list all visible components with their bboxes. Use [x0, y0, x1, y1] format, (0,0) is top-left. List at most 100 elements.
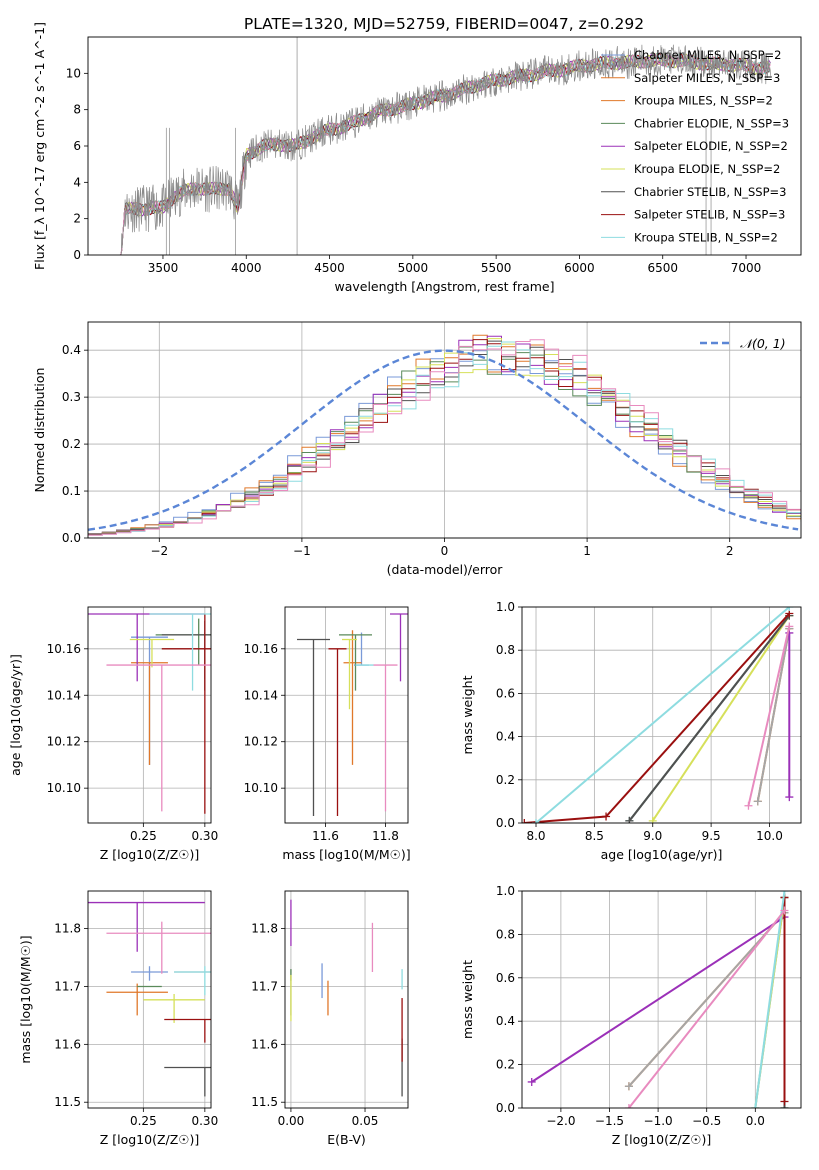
- y-tick-label: 10.14: [244, 688, 278, 702]
- y-tick-label: 10.12: [47, 735, 81, 749]
- mass-weight-marker: [744, 801, 753, 810]
- axes: 0.00 0.05 11.5 11.6 11.7 11.8 E(B-V): [251, 890, 409, 1147]
- axes-frame: [284, 606, 409, 824]
- mass-weight-line: [756, 628, 791, 802]
- legend-label: Chabrier ELODIE, N_SSP=3: [634, 116, 789, 130]
- y-tick-label: 0.2: [496, 1058, 515, 1072]
- x-tick-label: 2: [726, 544, 734, 558]
- age-vs-mass-panel: 11.6 11.8 10.10 10.12 10.14 10.16 mass [log10(…: [244, 606, 411, 862]
- mass-weight-line: [747, 626, 791, 806]
- axes-frame: [521, 890, 802, 1109]
- y-tick-label: 11.6: [251, 1037, 278, 1051]
- plot-area: [119, 37, 772, 255]
- x-tick-label: 10.0: [756, 829, 783, 843]
- y-tick-label: 11.8: [251, 922, 278, 936]
- x-tick-label: 0.30: [191, 1114, 218, 1128]
- x-tick-label: −2: [150, 544, 168, 558]
- legend-label: Kroupa MILES, N_SSP=2: [634, 94, 773, 108]
- y-axis-label: mass [log10(M/M☉)]: [18, 935, 33, 1063]
- y-tick-label: 11.6: [54, 1037, 81, 1051]
- axes-frame: [521, 606, 802, 824]
- x-tick-label: −1.0: [644, 1114, 673, 1128]
- legend: Chabrier MILES, N_SSP=2 Salpeter MILES, N…: [601, 48, 789, 244]
- y-tick-label: 10: [66, 66, 81, 80]
- mass-weight-marker: [785, 793, 794, 802]
- x-tick-label: −1: [293, 544, 311, 558]
- legend-label: Chabrier STELIB, N_SSP=3: [634, 185, 786, 199]
- x-tick-label: 0.00: [278, 1114, 305, 1128]
- mass-weight-marker: [751, 1104, 760, 1108]
- axes: 0.25 0.30 11.5 11.6 11.7 11.8 Z [log10(Z/Z☉)] m…: [18, 890, 218, 1147]
- mass-weight-marker: [532, 819, 541, 823]
- mass-weight-marker: [624, 1082, 633, 1091]
- y-tick-label: 11.7: [54, 979, 81, 993]
- x-axis-label: Z [log10(Z/Z☉)]: [100, 847, 200, 862]
- mass-weight-line: [524, 612, 791, 823]
- x-tick-label: 8.0: [526, 829, 545, 843]
- y-tick-label: 10.14: [47, 688, 81, 702]
- x-tick-label: −0.5: [692, 1114, 721, 1128]
- mass-weight-marker: [785, 622, 794, 631]
- y-tick-label: 0: [73, 248, 81, 262]
- mass-vs-ebv-panel: 0.00 0.05 11.5 11.6 11.7 11.8 E(B-V): [251, 890, 409, 1147]
- mass-weight-marker: [522, 819, 529, 823]
- axes-frame: [87, 606, 212, 824]
- x-tick-label: 0.05: [352, 1114, 379, 1128]
- y-tick-label: 1.0: [496, 884, 515, 898]
- y-tick-label: 1.0: [496, 600, 515, 614]
- y-tick-label: 0.3: [62, 390, 81, 404]
- plot-area: [527, 891, 789, 1108]
- y-axis-label: Flux [f_λ 10^-17 erg cm^-2 s^-1 A^-1]: [32, 22, 47, 270]
- mass-weight-marker: [785, 607, 794, 611]
- x-axis-label: (data-model)/error: [387, 562, 504, 577]
- x-tick-label: 1: [583, 544, 591, 558]
- mass-weight-marker: [624, 1104, 633, 1108]
- figure-title: PLATE=1320, MJD=52759, FIBERID=0047, z=0…: [244, 15, 644, 33]
- y-tick-label: 10.16: [47, 642, 81, 656]
- y-tick-label: 10.16: [244, 642, 278, 656]
- plot-area: [297, 613, 408, 817]
- plot-area: [88, 901, 211, 1097]
- y-tick-label: 0.0: [496, 1101, 515, 1115]
- x-tick-label: 9.0: [643, 829, 662, 843]
- y-tick-label: 10.10: [47, 781, 81, 795]
- mass-weight-line: [754, 891, 786, 1108]
- y-tick-label: 11.7: [251, 979, 278, 993]
- mass-weight-marker: [648, 816, 657, 823]
- axes-frame: [87, 890, 212, 1109]
- y-tick-label: 0.1: [62, 484, 81, 498]
- legend-label: Chabrier MILES, N_SSP=2: [634, 48, 781, 62]
- mass-weight-line: [531, 916, 786, 1083]
- axes: 11.6 11.8 10.10 10.12 10.14 10.16 mass [log10(…: [244, 606, 411, 862]
- y-tick-label: 11.5: [251, 1095, 278, 1109]
- plot-area: [88, 334, 801, 537]
- y-tick-label: 0.8: [496, 643, 515, 657]
- y-tick-label: 0.0: [496, 816, 515, 830]
- y-tick-label: 4: [73, 175, 81, 189]
- normal-reference-curve: [88, 349, 799, 531]
- x-axis-label: Z [log10(Z/Z☉)]: [612, 1132, 712, 1147]
- x-tick-label: 7000: [731, 261, 762, 275]
- y-tick-label: 0.2: [62, 437, 81, 451]
- x-tick-label: 3500: [148, 261, 179, 275]
- mass-weight-marker: [780, 1097, 789, 1106]
- mass-weight-line: [628, 909, 786, 1108]
- x-tick-label: 0.25: [130, 829, 157, 843]
- legend-label: Salpeter MILES, N_SSP=3: [634, 71, 780, 85]
- plot-area: [290, 899, 403, 1097]
- legend-label: Salpeter ELODIE, N_SSP=2: [634, 139, 788, 153]
- x-tick-label: 9.5: [702, 829, 721, 843]
- y-tick-label: 0.8: [496, 927, 515, 941]
- y-tick-label: 2: [73, 212, 81, 226]
- y-tick-label: 0.2: [496, 773, 515, 787]
- mass-weight-marker: [625, 816, 634, 823]
- grid: [285, 891, 408, 1108]
- mass-weight-vs-z-panel: −2.0 −1.5 −1.0 −0.5 0.0 0.0 0.2 0.4 0.6 0.8 1.0 Z […: [460, 884, 802, 1147]
- x-tick-label: 6000: [564, 261, 595, 275]
- legend-label: Kroupa STELIB, N_SSP=2: [634, 230, 778, 244]
- x-tick-label: 0.25: [130, 1114, 157, 1128]
- x-tick-label: 4000: [231, 261, 262, 275]
- mass-weight-line: [628, 614, 791, 822]
- y-axis-label: Normed distribution: [32, 368, 47, 493]
- x-tick-label: 0: [441, 544, 449, 558]
